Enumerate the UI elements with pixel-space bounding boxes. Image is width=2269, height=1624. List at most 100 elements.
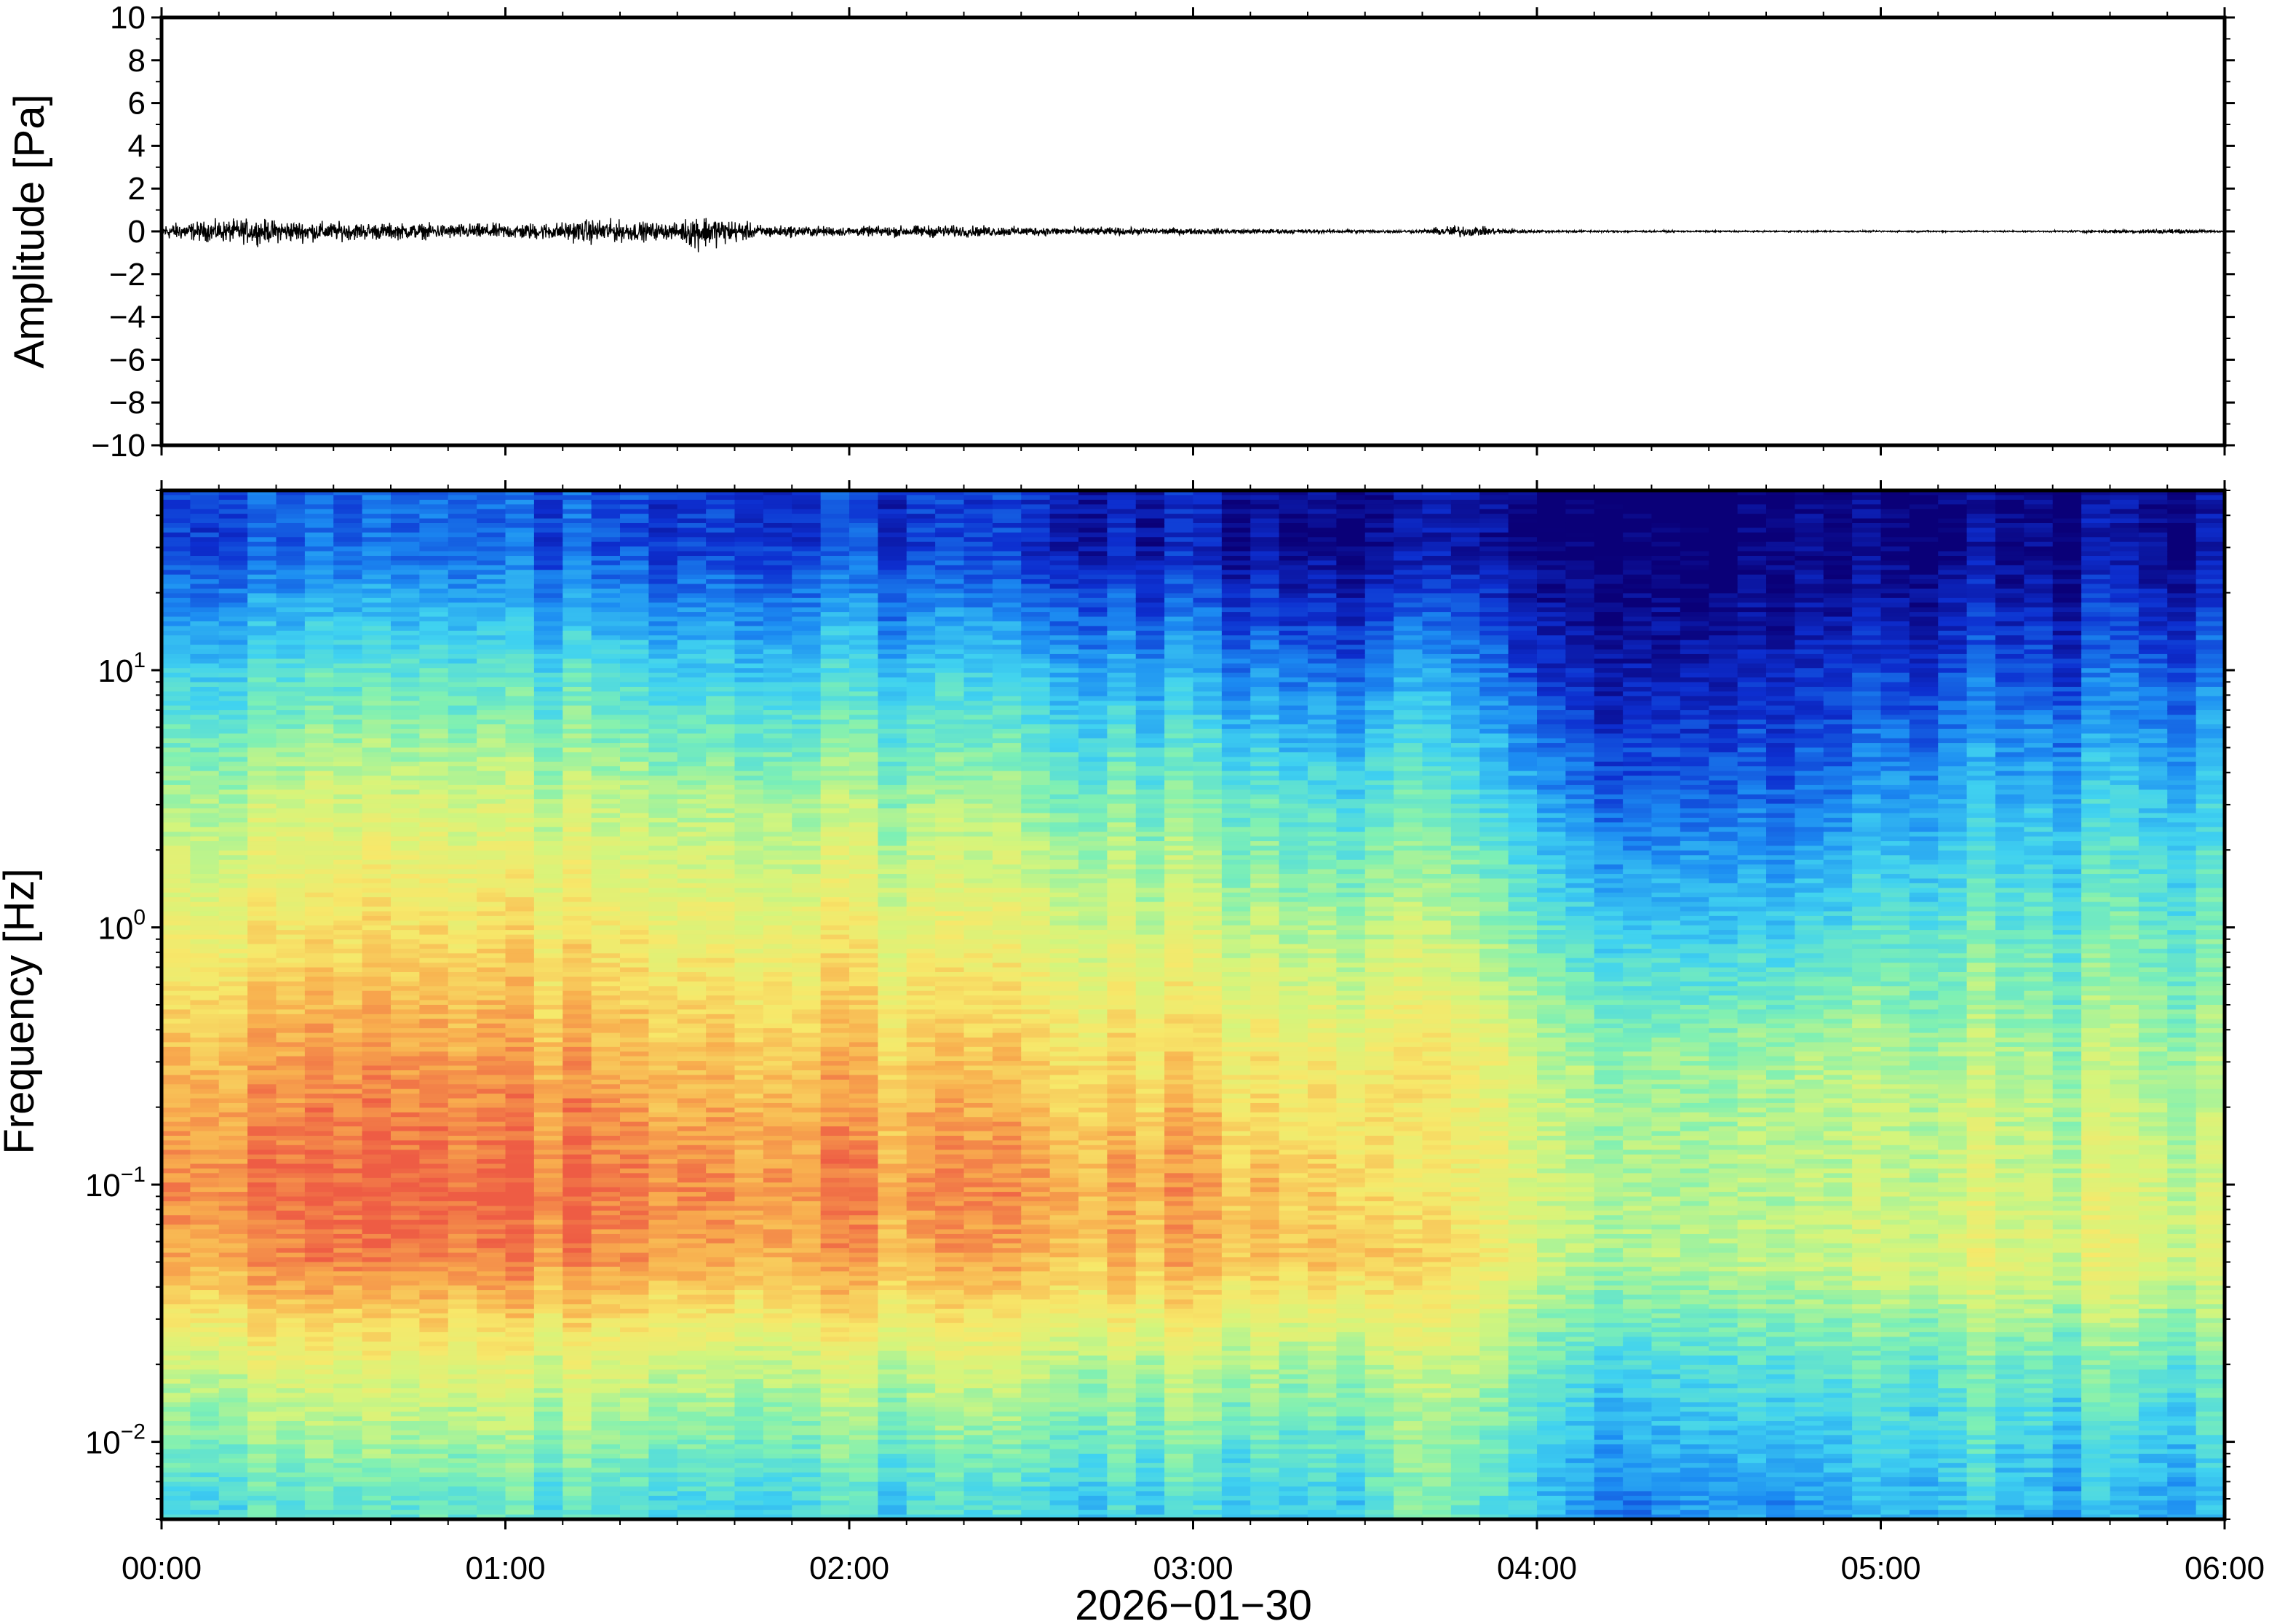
spectrogram-cell bbox=[304, 958, 335, 963]
spectrogram-cell bbox=[648, 1257, 678, 1263]
spectrogram-cell bbox=[218, 509, 248, 514]
spectrogram-cell bbox=[304, 1032, 335, 1038]
spectrogram-cell bbox=[247, 1102, 277, 1109]
spectrogram-cell bbox=[734, 976, 764, 982]
spectrogram-cell bbox=[677, 1252, 707, 1258]
spectrogram-cell bbox=[333, 1468, 363, 1473]
spectrogram-cell bbox=[677, 794, 707, 800]
spectrogram-cell bbox=[533, 1154, 564, 1160]
spectrogram-cell bbox=[391, 514, 421, 520]
spectrogram-cell bbox=[247, 696, 277, 702]
spectrogram-cell bbox=[162, 878, 191, 884]
spectrogram-cell bbox=[448, 668, 477, 674]
spectrogram-cell bbox=[419, 528, 449, 533]
spectrogram-cell bbox=[477, 1014, 506, 1020]
spectrogram-cell bbox=[333, 907, 363, 912]
spectrogram-cell bbox=[391, 827, 421, 832]
spectrogram-cell bbox=[505, 621, 535, 627]
spectrogram-cell bbox=[648, 621, 678, 627]
spectrogram-cell bbox=[391, 560, 421, 566]
spectrogram-cell bbox=[162, 672, 191, 678]
spectrogram-cell bbox=[362, 551, 392, 557]
spectrogram-cell bbox=[563, 537, 592, 543]
spectrogram-cell bbox=[162, 1131, 191, 1137]
spectrogram-cell bbox=[391, 645, 421, 650]
spectrogram-cell bbox=[162, 1495, 191, 1502]
spectrogram-cell bbox=[563, 1285, 592, 1291]
spectrogram-cell bbox=[247, 719, 277, 725]
spectrogram-cell bbox=[419, 1299, 449, 1305]
spectrogram-cell bbox=[362, 939, 392, 945]
spectrogram-cell bbox=[190, 1173, 220, 1179]
spectrogram-cell bbox=[362, 1215, 392, 1221]
spectrogram-cell bbox=[591, 832, 621, 837]
spectrogram-cell bbox=[563, 528, 592, 533]
spectrogram-cell bbox=[391, 1510, 421, 1516]
spectrogram-cell bbox=[563, 1491, 592, 1497]
spectrogram-cell bbox=[477, 1462, 506, 1469]
spectrogram-cell bbox=[190, 1088, 220, 1094]
spectrogram-cell bbox=[677, 1088, 707, 1094]
spectrogram-cell bbox=[391, 967, 421, 973]
spectrogram-cell bbox=[190, 859, 220, 865]
spectrogram-cell bbox=[162, 995, 191, 1001]
spectrogram-cell bbox=[563, 1313, 592, 1319]
spectrogram-cell bbox=[734, 789, 764, 795]
spectrogram-cell bbox=[304, 658, 335, 664]
spectrogram-cell bbox=[304, 939, 335, 945]
spectrogram-cell bbox=[333, 901, 363, 907]
spectrogram-cell bbox=[218, 953, 248, 959]
spectrogram-cell bbox=[505, 836, 535, 842]
spectrogram-cell bbox=[620, 1510, 650, 1516]
spectrogram-cell bbox=[533, 1514, 564, 1519]
spectrogram-cell bbox=[620, 958, 650, 963]
spectrogram-cell bbox=[533, 1014, 564, 1020]
spectrogram-cell bbox=[477, 892, 506, 898]
spectrogram-cell bbox=[734, 817, 764, 824]
spectrogram-cell bbox=[276, 1491, 306, 1497]
spectrogram-cell bbox=[734, 1514, 764, 1519]
spectrogram-cell bbox=[190, 1154, 220, 1160]
spectrogram-cell bbox=[362, 710, 392, 716]
spectrogram-cell bbox=[391, 883, 421, 889]
spectrogram-cell bbox=[477, 649, 506, 655]
spectrogram-cell bbox=[218, 1356, 248, 1361]
spectrogram-cell bbox=[276, 1462, 306, 1469]
spectrogram-cell bbox=[247, 1458, 277, 1464]
spectrogram-cell bbox=[734, 855, 764, 861]
spectrogram-cell bbox=[620, 1290, 650, 1296]
spectrogram-cell bbox=[162, 509, 191, 514]
spectrogram-cell bbox=[763, 967, 793, 973]
spectrogram-cell bbox=[563, 640, 592, 645]
spectrogram-cell bbox=[763, 1145, 793, 1151]
spectrogram-cell bbox=[419, 1206, 449, 1211]
spectrogram-cell bbox=[477, 1117, 506, 1123]
spectrogram-cell bbox=[648, 616, 678, 622]
spectrogram-cell bbox=[304, 677, 335, 683]
spectrogram-cell bbox=[706, 1510, 736, 1516]
spectrogram-cell bbox=[391, 878, 421, 884]
spectrogram-cell bbox=[362, 1009, 392, 1015]
spectrogram-cell bbox=[677, 1383, 707, 1389]
spectrogram-cell bbox=[448, 1290, 477, 1296]
spectrogram-cell bbox=[648, 1131, 678, 1137]
spectrogram-cell bbox=[218, 715, 248, 720]
spectrogram-cell bbox=[304, 584, 335, 589]
spectrogram-cell bbox=[477, 1084, 506, 1090]
spectrogram-cell bbox=[362, 901, 392, 907]
spectrogram-cell bbox=[620, 621, 650, 627]
spectrogram-cell bbox=[505, 813, 535, 819]
spectrogram-cell bbox=[734, 490, 764, 496]
spectrogram-cell bbox=[648, 1168, 678, 1174]
spectrogram-cell bbox=[391, 859, 421, 865]
spectrogram-cell bbox=[477, 1201, 506, 1207]
spectrogram-cell bbox=[247, 841, 277, 847]
spectrogram-cell bbox=[218, 630, 248, 637]
spectrogram-cell bbox=[333, 1248, 363, 1254]
spectrogram-cell bbox=[333, 504, 363, 510]
spectrogram-cell bbox=[362, 1369, 392, 1375]
spectrogram-cell bbox=[533, 588, 564, 594]
spectrogram-cell bbox=[533, 1356, 564, 1361]
spectrogram-cell bbox=[620, 1061, 650, 1067]
spectrogram-cell bbox=[218, 761, 248, 768]
